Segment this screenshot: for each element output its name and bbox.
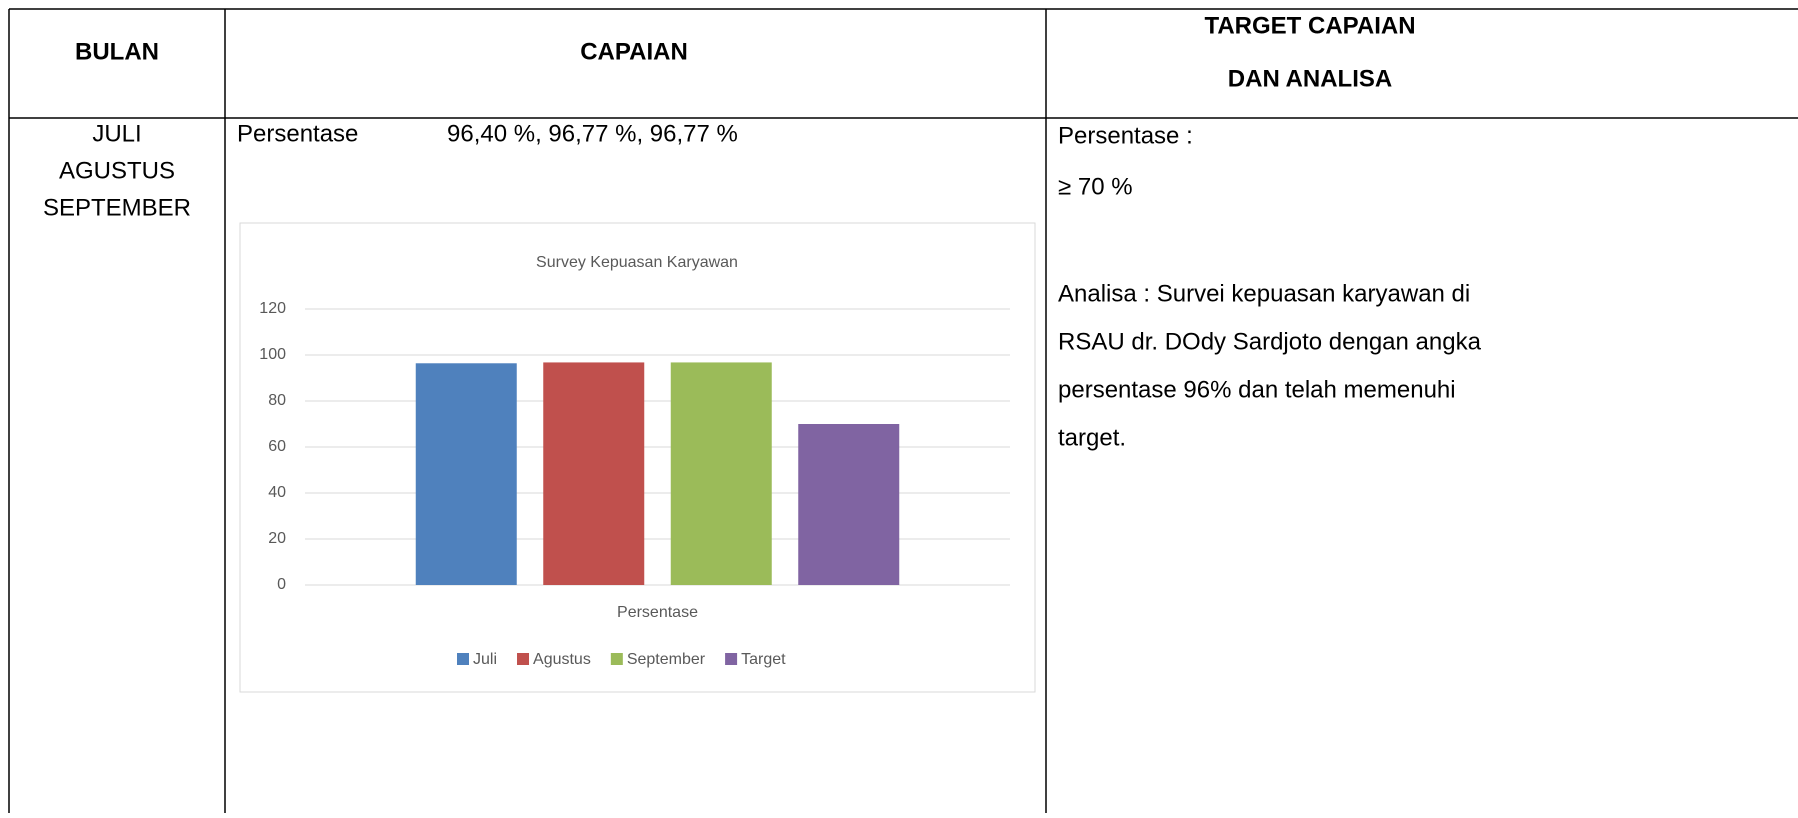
analysis-line: target. <box>1058 424 1126 451</box>
bar <box>415 363 517 585</box>
y-tick-label: 60 <box>268 438 286 455</box>
header-cell: CAPAIAN <box>580 38 688 65</box>
y-tick-label: 120 <box>259 300 286 317</box>
x-tick-label: Persentase <box>617 604 698 621</box>
legend-label: Agustus <box>533 651 591 668</box>
bar <box>798 424 900 585</box>
month: JULI <box>92 120 141 147</box>
header-cell: BULAN <box>75 38 159 65</box>
y-tick-label: 20 <box>268 530 286 547</box>
legend-swatch <box>610 653 623 665</box>
legend-label: Juli <box>473 651 497 668</box>
chart-title: Survey Kepuasan Karyawan <box>536 254 738 271</box>
legend-label: September <box>627 651 706 668</box>
legend-swatch <box>457 653 469 665</box>
y-tick-label: 0 <box>277 576 286 593</box>
target: ≥ 70 % <box>1058 173 1133 200</box>
legend-swatch <box>517 653 530 665</box>
header-cell: DAN ANALISA <box>1228 65 1392 92</box>
header-cell: TARGET CAPAIAN <box>1204 12 1415 39</box>
y-tick-label: 40 <box>268 484 286 501</box>
target-label: Persentase : <box>1058 122 1193 149</box>
legend-label: Target <box>741 651 786 668</box>
month: AGUSTUS <box>59 157 175 184</box>
analysis-line: persentase 96% dan telah memenuhi <box>1058 376 1456 403</box>
month: SEPTEMBER <box>43 194 191 221</box>
analysis-line: Analisa : Survei kepuasan karyawan di <box>1058 280 1470 307</box>
legend-swatch <box>725 653 738 665</box>
bar <box>670 362 772 585</box>
y-tick-label: 80 <box>268 392 286 409</box>
bar <box>543 362 645 585</box>
label: Persentase <box>237 120 358 147</box>
analysis-line: RSAU dr. DOdy Sardjoto dengan angka <box>1058 328 1482 355</box>
table-borders <box>8 8 1798 813</box>
value: 96,40 %, 96,77 %, 96,77 % <box>447 120 738 147</box>
y-tick-label: 100 <box>259 346 286 363</box>
